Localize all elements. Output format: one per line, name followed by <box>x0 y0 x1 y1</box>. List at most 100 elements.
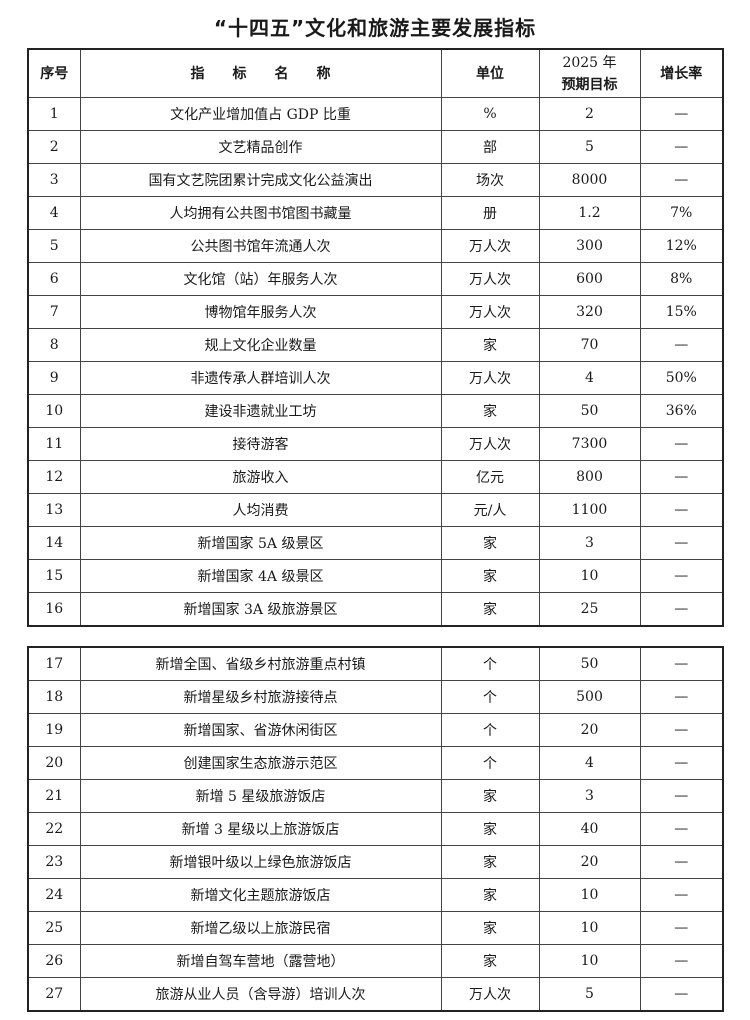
indicator-name: 规上文化企业数量 <box>79 328 442 362</box>
growth-rate: — <box>639 680 724 714</box>
growth-rate: — <box>639 328 724 362</box>
header-target-line1: 2025 年 <box>562 54 617 71</box>
growth-rate: 7% <box>639 196 724 230</box>
unit: 万人次 <box>440 361 540 395</box>
row-number: 15 <box>27 559 81 593</box>
table-row: 19 新增国家、省游休闲街区个 20— <box>27 713 724 747</box>
unit: 场次 <box>440 163 540 197</box>
target-2025: 50 <box>538 394 641 428</box>
table-row: 10 建设非遗就业工坊家 50 36% <box>27 394 724 428</box>
target-2025: 5 <box>538 977 641 1012</box>
indicator-name: 新增国家 4A 级景区 <box>79 559 442 593</box>
growth-rate: — <box>639 977 724 1012</box>
table-row: 26 新增自驾车营地（露营地）家 10— <box>27 944 724 978</box>
table-row: 15 新增国家 4A 级景区家 10— <box>27 559 724 593</box>
indicator-name: 新增星级乡村旅游接待点 <box>79 680 442 714</box>
target-2025: 600 <box>538 262 641 296</box>
indicator-name: 文化馆（站）年服务人次 <box>79 262 442 296</box>
target-2025: 1100 <box>538 493 641 527</box>
table-row: 20 创建国家生态旅游示范区个 4— <box>27 746 724 780</box>
target-2025: 4 <box>538 746 641 780</box>
unit: 家 <box>440 394 540 428</box>
page-title: “十四五”文化和旅游主要发展指标 <box>213 16 537 40</box>
indicator-name: 建设非遗就业工坊 <box>79 394 442 428</box>
unit: 万人次 <box>440 427 540 461</box>
row-number: 20 <box>27 746 81 780</box>
growth-rate: — <box>639 163 724 197</box>
growth-rate: — <box>639 911 724 945</box>
unit: 家 <box>440 812 540 846</box>
indicator-name: 新增银叶级以上绿色旅游饭店 <box>79 845 442 879</box>
growth-rate: — <box>639 526 724 560</box>
row-number: 10 <box>27 394 81 428</box>
row-number: 7 <box>27 295 81 329</box>
unit: 家 <box>440 944 540 978</box>
table-row: 16 新增国家 3A 级旅游景区家 25— <box>27 592 724 627</box>
indicator-name: 新增自驾车营地（露营地） <box>79 944 442 978</box>
unit: 家 <box>440 911 540 945</box>
growth-rate: 15% <box>639 295 724 329</box>
unit: 册 <box>440 196 540 230</box>
target-2025: 50 <box>538 646 641 681</box>
row-number: 13 <box>27 493 81 527</box>
target-2025: 5 <box>538 130 641 164</box>
target-2025: 20 <box>538 713 641 747</box>
row-number: 9 <box>27 361 81 395</box>
table-row: 1 文化产业增加值占 GDP 比重% 2— <box>27 97 724 131</box>
indicator-name: 人均拥有公共图书馆图书藏量 <box>79 196 442 230</box>
indicator-name: 国有文艺院团累计完成文化公益演出 <box>79 163 442 197</box>
growth-rate: — <box>639 812 724 846</box>
target-2025: 10 <box>538 944 641 978</box>
indicator-name: 新增 3 星级以上旅游饭店 <box>79 812 442 846</box>
target-2025: 320 <box>538 295 641 329</box>
table-row: 11 接待游客 万人次 7300— <box>27 427 724 461</box>
table-row: 4 人均拥有公共图书馆图书藏量册 1.2 7% <box>27 196 724 230</box>
table-row: 13 人均消费 元/人 1100— <box>27 493 724 527</box>
indicator-name: 文艺精品创作 <box>79 130 442 164</box>
growth-rate: — <box>639 460 724 494</box>
unit: 个 <box>440 646 540 681</box>
unit: 万人次 <box>440 229 540 263</box>
header-target-line2: 预期目标 <box>561 76 618 93</box>
row-number: 5 <box>27 229 81 263</box>
target-2025: 3 <box>538 779 641 813</box>
row-number: 6 <box>27 262 81 296</box>
table-row: 5 公共图书馆年流通人次 万人次 300 12% <box>27 229 724 263</box>
indicator-name: 新增乙级以上旅游民宿 <box>79 911 442 945</box>
growth-rate: 8% <box>639 262 724 296</box>
indicator-name: 新增 5 星级旅游饭店 <box>79 779 442 813</box>
row-number: 25 <box>27 911 81 945</box>
row-number: 12 <box>27 460 81 494</box>
indicator-name: 新增国家 3A 级旅游景区 <box>79 592 442 627</box>
table-row: 21 新增 5 星级旅游饭店家 3— <box>27 779 724 813</box>
table-row: 24 新增文化主题旅游饭店家 10— <box>27 878 724 912</box>
target-2025: 500 <box>538 680 641 714</box>
unit: 部 <box>440 130 540 164</box>
indicator-name: 旅游从业人员（含导游）培训人次 <box>79 977 442 1012</box>
indicator-name: 文化产业增加值占 GDP 比重 <box>79 97 442 131</box>
row-number: 4 <box>27 196 81 230</box>
table-row: 6 文化馆（站）年服务人次 万人次 600 8% <box>27 262 724 296</box>
unit: 个 <box>440 746 540 780</box>
table-row: 23 新增银叶级以上绿色旅游饭店家 20— <box>27 845 724 879</box>
growth-rate: — <box>639 427 724 461</box>
growth-rate: — <box>639 559 724 593</box>
target-2025: 40 <box>538 812 641 846</box>
indicator-table-part1: 序号 指 标 名 称 单位 2025 年预期目标 增长率 1 文化产业增加值占 G… <box>27 48 724 627</box>
target-2025: 7300 <box>538 427 641 461</box>
row-number: 1 <box>27 97 81 131</box>
row-number: 17 <box>27 646 81 681</box>
target-2025: 10 <box>538 878 641 912</box>
growth-rate: — <box>639 493 724 527</box>
unit: 个 <box>440 680 540 714</box>
target-2025: 300 <box>538 229 641 263</box>
table-row: 3 国有文艺院团累计完成文化公益演出 场次 8000— <box>27 163 724 197</box>
unit: 个 <box>440 713 540 747</box>
unit: 元/人 <box>440 493 540 527</box>
unit: 亿元 <box>440 460 540 494</box>
indicator-name: 新增文化主题旅游饭店 <box>79 878 442 912</box>
growth-rate: — <box>639 646 724 681</box>
target-2025: 20 <box>538 845 641 879</box>
table-row: 22 新增 3 星级以上旅游饭店家 40— <box>27 812 724 846</box>
table-row: 18 新增星级乡村旅游接待点个 500— <box>27 680 724 714</box>
